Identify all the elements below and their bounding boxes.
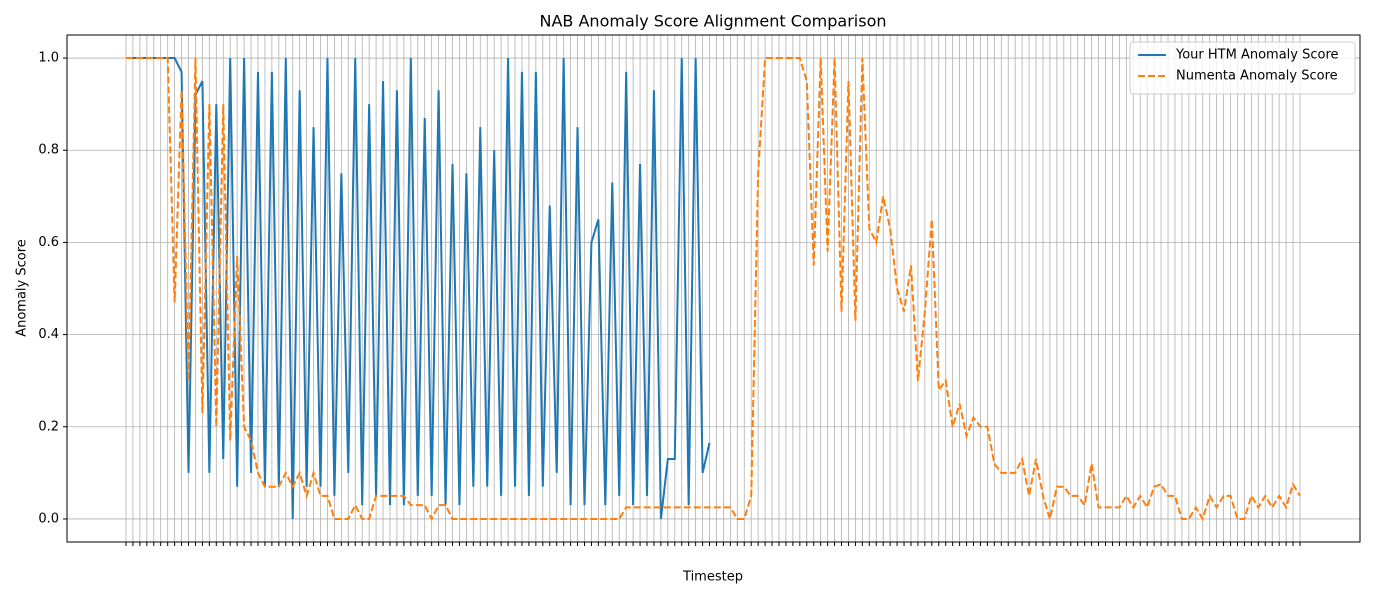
y-tick-label: 0.2 — [38, 419, 59, 434]
plot-area — [126, 57, 1301, 522]
y-tick-label: 0.4 — [38, 327, 59, 342]
y-axis-label: Anomaly Score — [15, 239, 30, 337]
chart-title: NAB Anomaly Score Alignment Comparison — [540, 12, 887, 31]
axes-frame — [66, 34, 1361, 543]
legend-label: Your HTM Anomaly Score — [1175, 48, 1339, 63]
y-tick-label: 1.0 — [38, 51, 59, 66]
legend-label: Numenta Anomaly Score — [1176, 69, 1338, 84]
x-axis-label: Timestep — [682, 570, 743, 585]
legend-box — [1129, 41, 1356, 95]
y-tick-label: 0.6 — [38, 235, 59, 250]
legend: Your HTM Anomaly Score Numenta Anomaly Sc… — [1129, 41, 1356, 95]
y-tick-label: 0.0 — [38, 511, 59, 526]
y-tick-label: 0.8 — [38, 143, 59, 158]
series-line — [126, 57, 711, 520]
